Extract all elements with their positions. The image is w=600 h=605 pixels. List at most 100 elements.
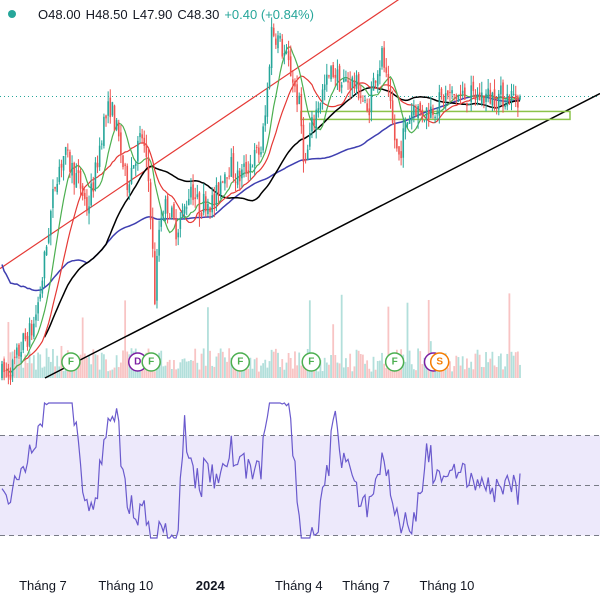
- candle-body: [26, 335, 29, 347]
- volume-bar: [472, 369, 475, 378]
- volume-bar: [417, 348, 419, 378]
- candle-body: [247, 170, 250, 174]
- volume-bar: [162, 366, 165, 378]
- candle-body: [400, 151, 402, 159]
- candle-body: [279, 35, 281, 39]
- candle-body: [1, 363, 3, 378]
- candle-body: [260, 152, 262, 155]
- candle-body: [213, 193, 216, 207]
- candle-body: [328, 75, 330, 77]
- volume-bar: [207, 307, 209, 378]
- candle-body: [151, 218, 154, 249]
- candle-body: [385, 67, 388, 73]
- volume-bar: [419, 351, 422, 378]
- candle-body: [228, 175, 230, 177]
- volume-bar: [334, 354, 337, 378]
- candle-body: [302, 124, 305, 162]
- candle-body: [130, 167, 133, 184]
- volume-bar: [374, 369, 377, 378]
- candle-body: [215, 185, 218, 205]
- candle-body: [478, 92, 481, 101]
- volume-bar: [516, 351, 519, 378]
- volume-bar: [77, 360, 80, 378]
- volume-bar: [81, 317, 84, 378]
- candle-body: [143, 137, 146, 146]
- volume-bar: [398, 365, 400, 378]
- volume-bar: [92, 349, 95, 378]
- candle-body: [440, 88, 443, 96]
- volume-bar: [376, 360, 379, 378]
- volume-bar: [372, 356, 375, 378]
- candle-body: [147, 157, 150, 182]
- volume-bar: [221, 351, 224, 378]
- volume-bar: [519, 364, 521, 378]
- candle-body: [56, 183, 58, 193]
- x-tick-label: Tháng 7: [19, 578, 67, 593]
- candle-body: [381, 47, 383, 67]
- volume-bar: [168, 359, 171, 378]
- candle-body: [504, 105, 506, 107]
- candle-body: [79, 170, 82, 189]
- candle-body: [39, 294, 42, 299]
- candle-body: [145, 143, 148, 157]
- volume-bar: [83, 353, 86, 378]
- candle-body: [249, 163, 252, 172]
- volume-bar: [28, 351, 31, 378]
- volume-bar: [512, 355, 515, 378]
- candle-body: [449, 91, 451, 93]
- volume-bar: [109, 370, 112, 378]
- candle-body: [347, 80, 349, 83]
- candle-body: [24, 332, 27, 340]
- candle-body: [113, 105, 116, 131]
- volume-bar: [470, 361, 473, 378]
- volume-bar: [457, 357, 460, 378]
- candle-body: [340, 84, 343, 88]
- volume-bar: [514, 352, 517, 378]
- volume-bar: [262, 363, 265, 378]
- x-tick-label: 2024: [196, 578, 226, 593]
- volume-bar: [408, 350, 411, 378]
- candle-body: [359, 95, 362, 98]
- candle-body: [434, 116, 436, 118]
- volume-bar: [211, 365, 214, 378]
- volume-bar: [463, 369, 466, 378]
- candle-body: [300, 93, 303, 127]
- candle-body: [158, 229, 160, 256]
- candle-body: [179, 218, 182, 229]
- volume-bar: [43, 366, 46, 378]
- candle-body: [472, 81, 475, 91]
- volume-bar: [325, 362, 328, 378]
- candle-body: [406, 122, 409, 125]
- volume-bar: [100, 352, 103, 378]
- volume-bar: [510, 351, 513, 378]
- volume-bar: [345, 358, 347, 378]
- candle-body: [175, 218, 177, 240]
- volume-bar: [194, 348, 197, 378]
- volume-bar: [487, 362, 490, 378]
- candle-body: [211, 195, 213, 213]
- candle-body: [455, 95, 458, 100]
- volume-bar: [58, 366, 61, 378]
- volume-bar: [196, 362, 199, 378]
- volume-bar: [264, 359, 267, 378]
- candle-body: [16, 347, 18, 355]
- candle-body: [83, 192, 86, 199]
- volume-bar: [485, 352, 487, 378]
- volume-bar: [62, 371, 65, 378]
- volume-bar: [353, 366, 356, 378]
- market-status-dot: [8, 10, 16, 18]
- volume-bar: [18, 359, 20, 378]
- candle-body: [200, 212, 203, 217]
- candle-body: [323, 84, 326, 91]
- volume-bar: [415, 370, 417, 378]
- candle-body: [224, 174, 226, 184]
- candle-body: [188, 198, 190, 205]
- candle-body: [177, 232, 180, 238]
- volume-bar: [319, 360, 322, 378]
- volume-bar: [330, 355, 332, 378]
- volume-bar: [347, 367, 349, 378]
- candle-body: [88, 206, 90, 214]
- volume-bar: [115, 355, 118, 378]
- volume-bar: [170, 369, 173, 378]
- volume-bar: [20, 355, 23, 378]
